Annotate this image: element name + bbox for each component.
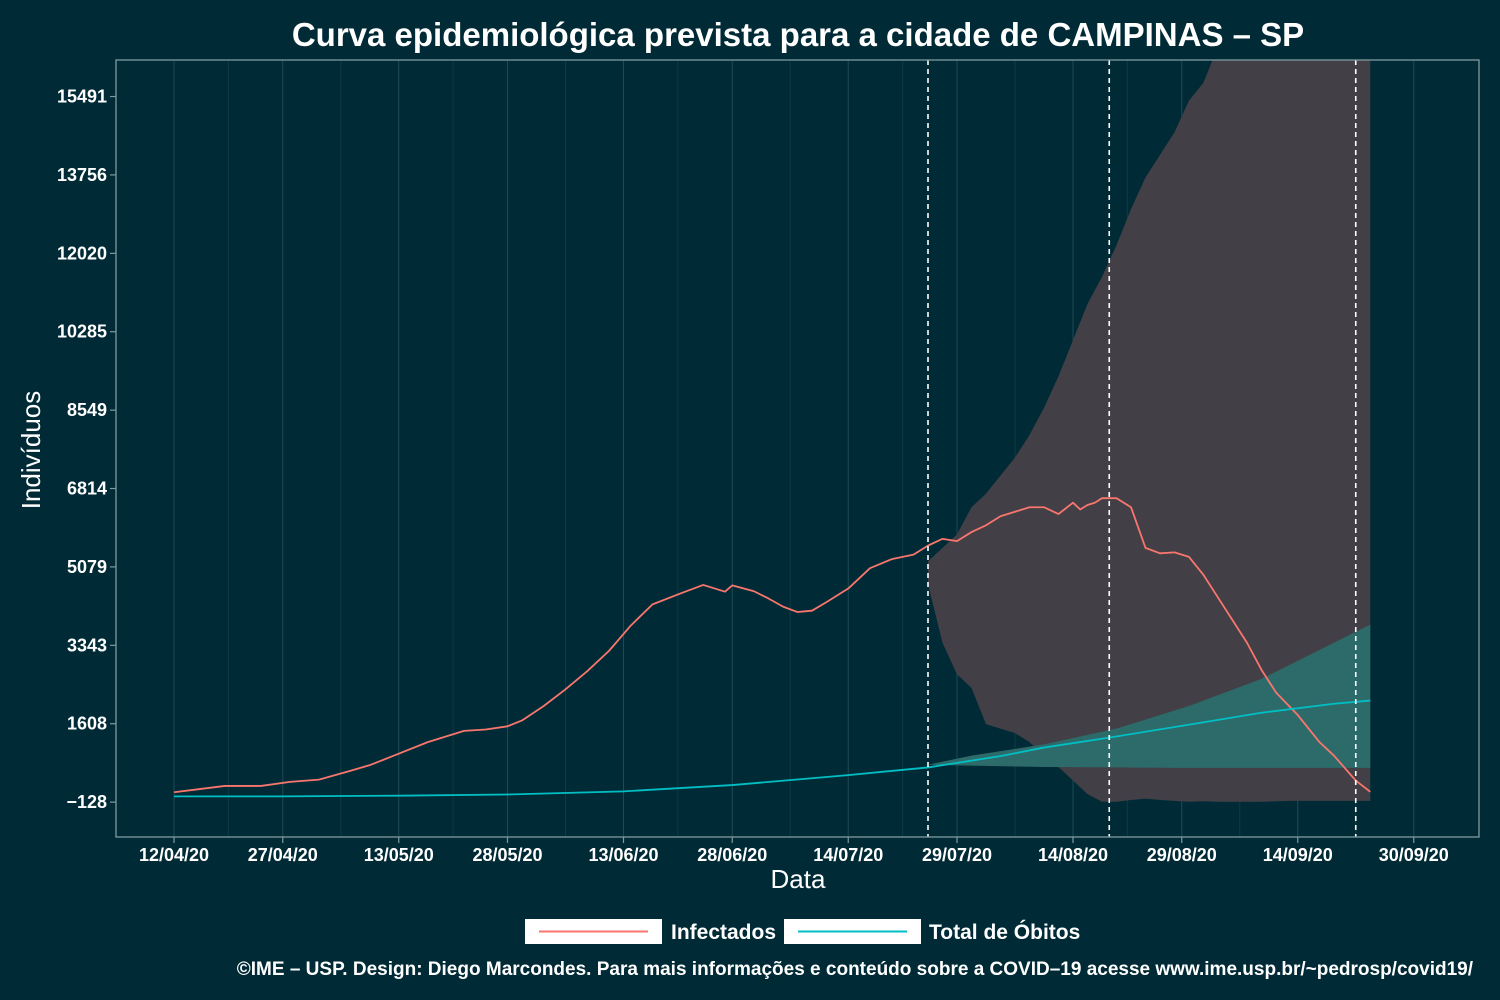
x-tick-label: 29/08/20 bbox=[1147, 845, 1217, 865]
x-tick-label: 30/09/20 bbox=[1379, 845, 1449, 865]
legend: Infectados Total de Óbitos bbox=[525, 919, 1080, 944]
x-tick-label: 27/04/20 bbox=[248, 845, 318, 865]
y-tick-label: 6814 bbox=[67, 479, 107, 499]
line-obitos bbox=[174, 699, 1371, 798]
y-tick-label: 10285 bbox=[57, 322, 107, 342]
confidence-bands bbox=[928, 60, 1371, 802]
y-tick-label: 15491 bbox=[57, 87, 107, 107]
y-axis-label: Indivíduos bbox=[16, 391, 46, 510]
x-tick-label: 29/07/20 bbox=[922, 845, 992, 865]
x-axis-ticks: 12/04/20 27/04/20 13/05/20 28/05/20 13/06/20… bbox=[139, 837, 1449, 865]
y-tick-label: −128 bbox=[66, 792, 107, 812]
legend-label-obitos: Total de Óbitos bbox=[929, 920, 1080, 944]
x-tick-label: 13/06/20 bbox=[588, 845, 658, 865]
series-lines bbox=[173, 497, 1371, 798]
x-tick-label: 12/04/20 bbox=[139, 845, 209, 865]
y-tick-label: 3343 bbox=[67, 635, 107, 655]
x-tick-label: 14/09/20 bbox=[1263, 845, 1333, 865]
caption: ©IME – USP. Design: Diego Marcondes. Par… bbox=[237, 959, 1474, 980]
chart-title: Curva epidemiológica prevista para a cid… bbox=[292, 16, 1304, 53]
line-infectados bbox=[173, 497, 1371, 794]
x-tick-label: 13/05/20 bbox=[364, 845, 434, 865]
y-tick-label: 12020 bbox=[57, 243, 107, 263]
plot-border bbox=[115, 59, 1480, 838]
y-tick-label: 13756 bbox=[57, 165, 107, 185]
y-tick-label: 1608 bbox=[67, 714, 107, 734]
y-axis-ticks: −128 1608 3343 5079 6814 8549 10285 12020 13756 1… bbox=[57, 87, 116, 812]
band-infectados bbox=[928, 60, 1371, 802]
y-tick-label: 5079 bbox=[67, 557, 107, 577]
x-tick-label: 28/05/20 bbox=[472, 845, 542, 865]
legend-label-infectados: Infectados bbox=[671, 921, 776, 944]
vertical-markers bbox=[927, 60, 1357, 837]
x-tick-label: 14/08/20 bbox=[1038, 845, 1108, 865]
band-obitos bbox=[928, 624, 1371, 768]
x-tick-label: 14/07/20 bbox=[813, 845, 883, 865]
x-tick-label: 28/06/20 bbox=[697, 845, 767, 865]
y-tick-label: 8549 bbox=[67, 400, 107, 420]
x-axis-label: Data bbox=[771, 864, 826, 894]
